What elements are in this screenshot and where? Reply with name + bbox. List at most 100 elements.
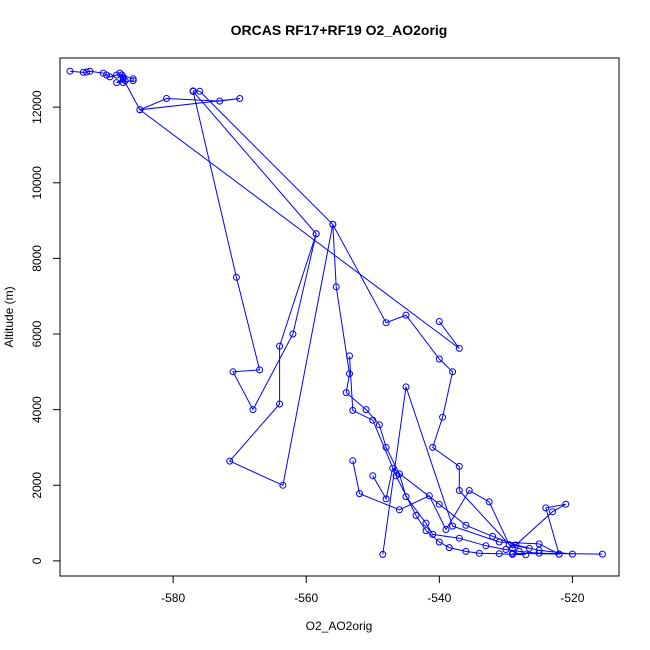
- data-point: [289, 330, 297, 338]
- data-point: [249, 406, 257, 414]
- data-point: [66, 67, 74, 75]
- y-tick-label: 6000: [30, 320, 44, 347]
- data-point: [332, 283, 340, 291]
- data-point: [455, 534, 463, 542]
- data-point: [362, 406, 370, 414]
- data-point: [236, 95, 244, 102]
- data-point: [435, 538, 443, 546]
- data-point: [425, 492, 433, 500]
- data-point: [555, 550, 563, 558]
- data-point: [485, 498, 493, 506]
- x-tick-label: -540: [427, 591, 451, 605]
- data-point: [119, 75, 127, 83]
- data-point: [449, 522, 457, 530]
- y-axis-label: Altitude (m): [2, 286, 16, 347]
- data-point: [382, 443, 390, 451]
- data-point: [119, 79, 127, 87]
- data-point: [346, 370, 353, 378]
- series-7: [349, 457, 533, 552]
- x-tick-label: -520: [560, 591, 584, 605]
- data-point: [429, 443, 437, 451]
- data-point: [216, 97, 224, 105]
- data-point: [229, 368, 237, 376]
- data-point: [598, 550, 606, 558]
- data-point: [509, 550, 516, 558]
- data-point: [439, 413, 447, 421]
- data-point: [79, 68, 87, 76]
- data-point: [136, 106, 144, 114]
- data-point: [196, 87, 204, 95]
- data-point: [395, 506, 403, 514]
- y-tick-label: 2000: [30, 472, 44, 499]
- data-point: [279, 481, 287, 489]
- data-point: [445, 544, 453, 552]
- series-layer: [66, 67, 606, 559]
- y-tick-label: 10000: [30, 166, 44, 200]
- data-point: [402, 311, 410, 319]
- data-point: [462, 547, 470, 555]
- data-point: [369, 416, 377, 424]
- data-point: [382, 495, 390, 503]
- data-point: [349, 406, 357, 414]
- data-point: [475, 549, 483, 557]
- data-point: [465, 487, 473, 494]
- data-point: [435, 318, 443, 325]
- series-6: [369, 464, 576, 558]
- data-point: [455, 487, 463, 494]
- data-point: [442, 526, 450, 533]
- data-point: [382, 319, 390, 327]
- x-tick-label: -580: [161, 591, 185, 605]
- data-point: [449, 368, 457, 376]
- series-3: [189, 87, 320, 414]
- data-point: [495, 538, 503, 546]
- x-tick-label: -560: [294, 591, 318, 605]
- data-point: [549, 508, 556, 516]
- data-point: [342, 389, 350, 397]
- data-point: [312, 230, 320, 238]
- data-point: [276, 342, 284, 350]
- x-axis: -580 -560 -540 -520: [161, 575, 585, 605]
- data-point: [535, 540, 543, 548]
- data-point: [276, 400, 284, 408]
- data-point: [379, 550, 387, 558]
- data-point: [568, 550, 576, 558]
- series-1: [66, 67, 463, 352]
- y-tick-label: 0: [30, 557, 44, 564]
- data-point: [129, 77, 137, 85]
- data-point: [562, 500, 570, 508]
- data-point: [392, 472, 400, 480]
- data-point: [163, 95, 170, 102]
- data-point: [106, 73, 114, 81]
- data-point: [346, 352, 353, 360]
- data-point: [256, 366, 264, 374]
- data-point: [422, 519, 430, 527]
- series-5: [346, 352, 530, 559]
- series-line: [352, 460, 530, 549]
- data-point: [455, 462, 463, 470]
- data-point: [189, 87, 197, 95]
- data-point: [389, 464, 397, 472]
- chart-title: ORCAS RF17+RF19 O2_AO2orig: [231, 22, 448, 38]
- plot-frame: [59, 57, 620, 577]
- data-point: [435, 500, 443, 508]
- x-axis-label: O2_AO2orig: [306, 619, 373, 633]
- data-point: [525, 544, 533, 552]
- series-8: [379, 383, 563, 558]
- data-point: [86, 67, 94, 75]
- data-point: [435, 355, 443, 363]
- data-point: [542, 504, 550, 512]
- data-point: [349, 457, 357, 465]
- data-point: [113, 79, 121, 87]
- y-axis: 0 2000 4000 6000 8000 10000 12000: [30, 90, 61, 564]
- data-point: [118, 71, 126, 79]
- data-point: [482, 542, 490, 550]
- series-line: [228, 224, 603, 555]
- data-point: [329, 220, 337, 228]
- series-line: [69, 70, 460, 349]
- series-line: [372, 467, 573, 555]
- y-tick-label: 4000: [30, 396, 44, 423]
- data-point: [455, 344, 463, 352]
- y-tick-label: 8000: [30, 245, 44, 272]
- data-point: [422, 527, 430, 535]
